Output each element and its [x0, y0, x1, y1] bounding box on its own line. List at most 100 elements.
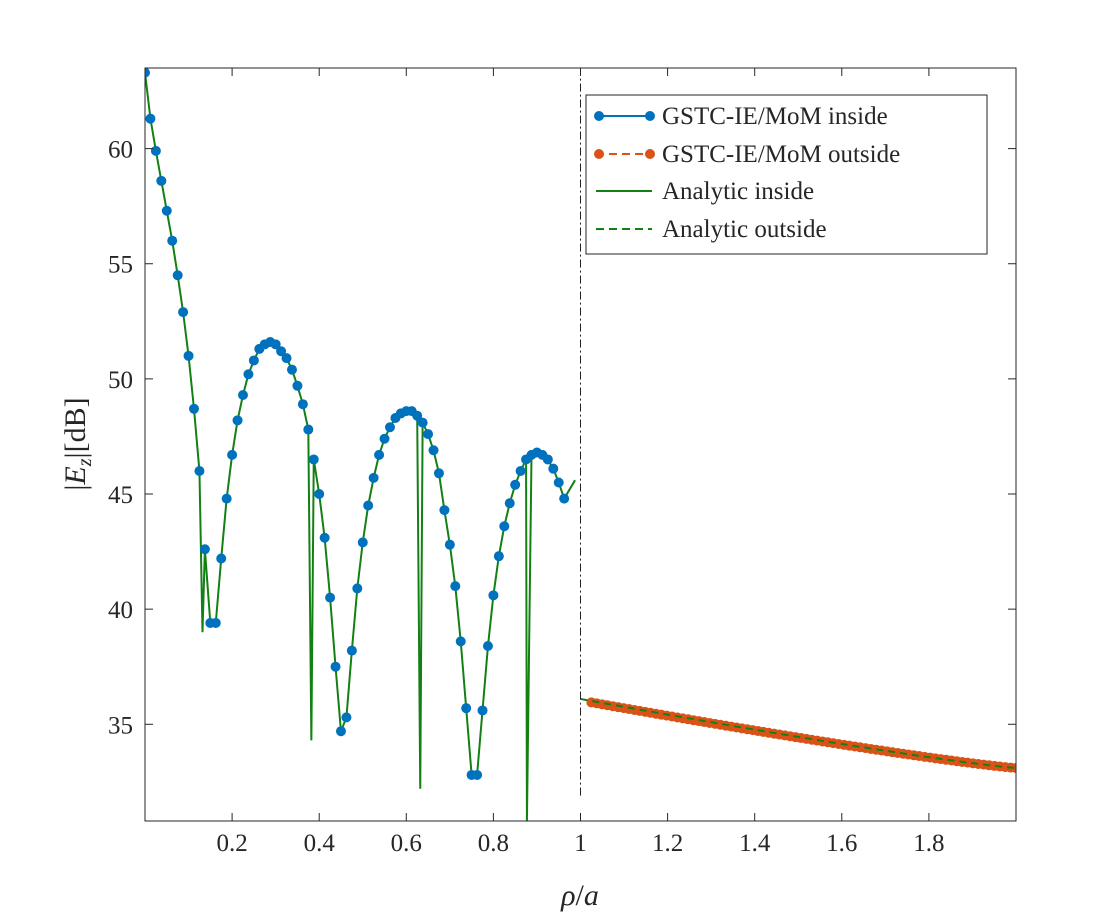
- mom-inside-point: [548, 463, 559, 474]
- mom-inside-point: [412, 410, 423, 421]
- y-axis-label-bar-close: |: [59, 452, 92, 458]
- mom-inside-point: [504, 498, 515, 509]
- mom-inside-point: [183, 350, 194, 361]
- legend-marker-end-1: [645, 149, 655, 159]
- mom-inside-point: [439, 505, 450, 516]
- mom-inside-point: [444, 539, 455, 550]
- y-axis-label-symbol: E: [59, 466, 92, 485]
- mom-inside-point: [384, 422, 395, 433]
- mom-inside-point: [270, 339, 281, 350]
- mom-inside-point: [167, 235, 178, 246]
- mom-inside-point: [308, 454, 319, 465]
- mom-inside-point: [248, 355, 259, 366]
- mom-inside-point: [428, 445, 439, 456]
- x-tick-label: 1.2: [652, 830, 683, 857]
- y-tick-label: 55: [108, 252, 133, 279]
- mom-inside-point: [341, 712, 352, 723]
- y-tick-label: 45: [108, 482, 133, 509]
- mom-inside-point: [194, 465, 205, 476]
- mom-inside-point: [276, 346, 287, 357]
- series-layer: [145, 68, 1016, 821]
- mom-inside-point: [172, 270, 183, 281]
- mom-inside-point: [210, 617, 221, 628]
- mom-inside-point: [374, 449, 385, 460]
- mom-inside-point: [292, 380, 303, 391]
- x-axis-label-rho: ρ: [560, 879, 575, 912]
- x-tick-label: 0.4: [304, 830, 336, 857]
- mom-inside-point: [352, 583, 363, 594]
- x-tick-label: 0.8: [478, 830, 509, 857]
- mom-inside-point: [232, 415, 243, 426]
- mom-inside-point: [330, 661, 341, 672]
- legend-box: [585, 94, 988, 255]
- x-tick-label: 1: [574, 830, 587, 857]
- mom-inside-point: [303, 424, 314, 435]
- y-tick-label: 50: [108, 367, 133, 394]
- legend: GSTC-IE/MoM inside GSTC-IE/MoM outside Ana…: [585, 94, 988, 255]
- mom-inside-point: [281, 353, 292, 364]
- mom-inside-point: [227, 449, 238, 460]
- mom-inside-point: [455, 636, 466, 647]
- mom-inside-point: [542, 454, 553, 465]
- legend-label-0: GSTC-IE/MoM inside: [662, 103, 888, 130]
- mom-inside-point: [145, 113, 156, 124]
- mom-inside-point: [319, 532, 330, 543]
- mom-inside-point: [199, 544, 210, 555]
- y-axis-label-subscript: z: [74, 458, 96, 467]
- mom-inside-point: [379, 433, 390, 444]
- x-axis-label-slash: /: [576, 879, 585, 912]
- analytic-outside-line: [580, 697, 1016, 770]
- mom-inside-point: [363, 500, 374, 511]
- mom-inside-point: [335, 726, 346, 737]
- mom-inside-point: [188, 403, 199, 414]
- mom-inside-point: [314, 489, 325, 500]
- mom-inside-point: [243, 369, 254, 380]
- x-tick-label: 0.6: [391, 830, 422, 857]
- mom-inside-point: [161, 205, 172, 216]
- y-axis-label-unit: [dB]: [59, 397, 92, 452]
- y-axis-label-bar-open: |: [59, 485, 92, 491]
- mom-inside-point: [488, 590, 499, 601]
- mom-inside-point: [482, 640, 493, 651]
- mom-inside-point: [156, 175, 167, 186]
- legend-label-3: Analytic outside: [662, 216, 827, 243]
- x-tick-label: 1.6: [826, 830, 857, 857]
- mom-inside-point: [237, 389, 248, 400]
- mom-inside-point: [477, 705, 488, 716]
- y-tick-label: 40: [108, 597, 133, 624]
- x-tick-label: 0.2: [216, 830, 247, 857]
- mom-inside-point: [417, 417, 428, 428]
- mom-inside-point: [493, 551, 504, 562]
- mom-inside-point: [357, 537, 368, 548]
- mom-inside-point: [515, 465, 526, 476]
- legend-label-2: Analytic inside: [662, 178, 814, 205]
- mom-inside-point: [286, 364, 297, 375]
- y-tick-label: 60: [108, 137, 133, 164]
- mom-inside-point: [150, 145, 161, 156]
- mom-inside-point: [346, 645, 357, 656]
- mom-inside-point: [423, 429, 434, 440]
- mom-inside-point: [499, 521, 510, 532]
- x-tick-label: 1.4: [739, 830, 771, 857]
- mom-inside-point: [221, 493, 232, 504]
- mom-inside-point: [297, 399, 308, 410]
- y-axis-label: |Ez|[dB]: [59, 397, 96, 490]
- mom-inside-point: [216, 553, 227, 564]
- legend-marker-start-0: [594, 111, 604, 121]
- mom-inside-point: [433, 468, 444, 479]
- mom-inside-point: [461, 703, 472, 714]
- mom-inside-point: [368, 472, 379, 483]
- mom-inside-point: [510, 479, 521, 490]
- mom-inside-point: [553, 477, 564, 488]
- x-tick-label: 1.8: [913, 830, 944, 857]
- x-axis-label: ρ/a: [560, 879, 599, 912]
- legend-marker-start-1: [594, 149, 604, 159]
- mom-inside-point: [559, 493, 570, 504]
- mom-inside-point: [325, 592, 336, 603]
- y-tick-label: 35: [108, 712, 133, 739]
- mom-inside-point: [450, 581, 461, 592]
- mom-inside-point: [472, 769, 483, 780]
- tick-layer: 0.2 0.4 0.6 0.8 1 1.2 1.4 1.6 1.8 35 40 45 50 55 60: [108, 68, 1016, 857]
- legend-marker-end-0: [645, 111, 655, 121]
